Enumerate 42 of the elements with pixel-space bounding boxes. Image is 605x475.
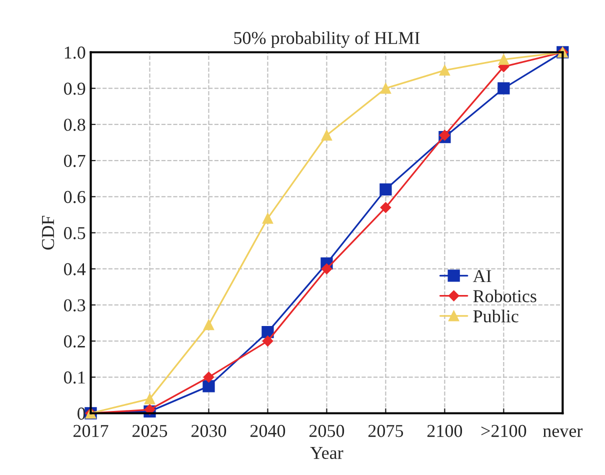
point [321, 130, 332, 141]
x-tick-label: 2040 [250, 424, 286, 438]
x-tick-label: 2075 [368, 424, 404, 438]
legend-label: Robotics [473, 290, 536, 302]
point [439, 64, 450, 76]
point [498, 54, 510, 65]
point [262, 326, 274, 338]
y-tick-label: 0.1 [64, 371, 85, 384]
point [321, 263, 332, 274]
y-axis-title: CDF [42, 216, 54, 250]
legend-label: AI [472, 270, 492, 282]
x-tick-label: 2100 [427, 424, 462, 438]
point [380, 183, 392, 196]
point [439, 130, 450, 141]
y-tick-label: 0.2 [64, 335, 85, 348]
point [144, 393, 156, 404]
point [203, 372, 214, 383]
point [262, 212, 274, 224]
y-tick-label: 0.9 [64, 82, 86, 95]
y-tick-label: 0.8 [64, 118, 86, 131]
point [380, 202, 392, 213]
point [203, 319, 214, 330]
y-tick-label: 0.6 [64, 190, 86, 204]
point [498, 82, 510, 94]
y-tick-label: 0.3 [64, 299, 86, 312]
y-tick-label: 0.5 [64, 227, 86, 240]
point [144, 404, 156, 416]
x-tick-label: never [543, 428, 583, 438]
chart-title: 50% probability of HLMI [234, 31, 420, 48]
legend-label: Public [473, 310, 518, 322]
x-axis-title: Year [310, 446, 344, 459]
y-tick-label: 0.7 [64, 154, 86, 168]
x-tick-label: 2025 [132, 424, 168, 438]
y-tick-label: 0.4 [64, 263, 86, 276]
x-tick-label: 2017 [73, 424, 108, 438]
x-tick-label: 2030 [191, 424, 226, 438]
point [202, 380, 215, 392]
y-tick-label: 1.0 [64, 46, 86, 59]
point [380, 82, 392, 94]
x-tick-label: 2050 [309, 424, 344, 438]
point [262, 336, 274, 346]
x-tick-label: >2100 [481, 424, 526, 438]
